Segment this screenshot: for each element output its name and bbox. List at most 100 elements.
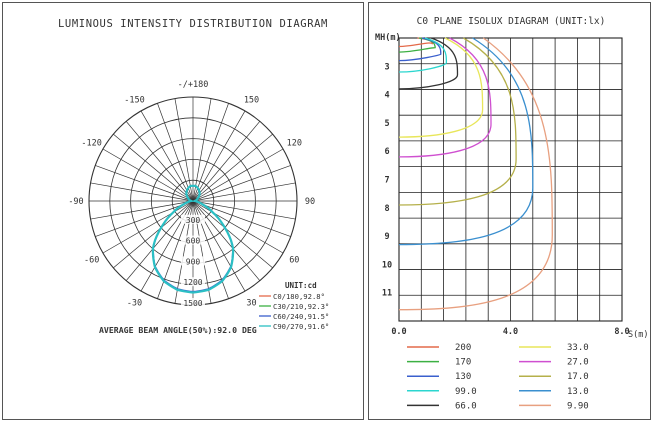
polar-legend-label: C30/210,92.3° (273, 302, 329, 311)
polar-unit-label: UNIT:cd (285, 281, 317, 290)
polar-spoke (113, 133, 194, 202)
isolux-curve (398, 37, 553, 311)
polar-spoke (192, 121, 261, 202)
isolux-legend-label: 99.0 (455, 387, 477, 397)
isolux-x-ticks: 0.0 4.0 8.0 (391, 327, 629, 337)
polar-radial-label: 300 (186, 216, 201, 225)
polar-curves (151, 184, 235, 294)
polar-panel: LUMINOUS INTENSITY DISTRIBUTION DIAGRAM … (2, 2, 364, 420)
radial-label-bg (181, 298, 205, 307)
isolux-legend-label: 66.0 (455, 401, 477, 411)
polar-spoke (125, 200, 194, 281)
isolux-grid (398, 37, 623, 322)
isolux-y-tick: 8 (384, 204, 389, 214)
polar-angle-label: 120 (287, 139, 302, 149)
polar-angle-label: -90 (68, 197, 83, 207)
isolux-ylabel: MH(m) (375, 33, 401, 43)
polar-angle-label: 30 (246, 298, 256, 308)
polar-angle-label: -30 (127, 298, 142, 308)
isolux-legend-label: 27.0 (567, 358, 589, 368)
polar-spoke (102, 148, 194, 202)
polar-angle-label: 60 (289, 256, 299, 266)
polar-title: LUMINOUS INTENSITY DISTRIBUTION DIAGRAM (58, 18, 328, 30)
isolux-xlabel: S(m) (628, 330, 648, 340)
isolux-legend-label: 17.0 (567, 372, 589, 382)
polar-spoke (192, 200, 261, 281)
polar-angle-label: -60 (84, 256, 99, 266)
polar-radial-label: 600 (186, 237, 201, 246)
polar-spoke (90, 182, 194, 202)
isolux-curve (398, 37, 517, 206)
polar-radial-label: 900 (186, 257, 201, 266)
isolux-curve (398, 37, 534, 246)
isolux-y-tick: 7 (384, 176, 389, 186)
polar-spoke (192, 200, 284, 254)
radial-label-bg (181, 235, 205, 245)
polar-curve (151, 184, 235, 294)
isolux-legend-label: 170 (455, 358, 471, 368)
polar-spoke (157, 103, 194, 202)
isolux-legend-label: 13.0 (567, 387, 589, 397)
polar-angle-label: -/+180 (178, 80, 209, 90)
polar-spoke (192, 200, 296, 220)
polar-spoke (90, 200, 194, 220)
polar-angle-label: -150 (124, 96, 144, 106)
polar-angle-labels: -/+180 150 -150 120 -120 90 -90 60 -60 30 -30 (68, 80, 315, 308)
polar-spoke (192, 165, 291, 202)
polar-spoke (192, 148, 284, 202)
isolux-legend: 200 170 130 99.0 66.0 33.0 27.0 17.0 13.0 9.90 (407, 343, 589, 411)
polar-spoke (192, 98, 212, 202)
isolux-curve (398, 37, 484, 138)
isolux-frame (398, 37, 623, 322)
isolux-curves (398, 37, 553, 311)
isolux-legend-label: 9.90 (567, 401, 589, 411)
isolux-chart: C0 PLANE ISOLUX DIAGRAM (UNIT:lx) MH(m) … (375, 16, 648, 411)
polar-spoke (192, 110, 246, 202)
isolux-y-tick: 9 (384, 232, 389, 242)
polar-spoke (192, 133, 273, 202)
polar-angle-label: 90 (305, 197, 315, 207)
isolux-curve (398, 37, 459, 90)
radial-label-bg (181, 277, 205, 287)
radial-label-bg (181, 214, 205, 224)
isolux-panel: C0 PLANE ISOLUX DIAGRAM (UNIT:lx) MH(m) … (368, 2, 651, 420)
polar-spoke (192, 103, 229, 202)
isolux-legend-label: 33.0 (567, 343, 589, 353)
polar-spoke (125, 121, 194, 202)
isolux-curve (398, 37, 442, 62)
polar-spoke (95, 200, 194, 237)
isolux-x-tick: 8.0 (614, 327, 629, 337)
polar-legend-label: C0/180,92.8° (273, 292, 325, 301)
polar-spoke (102, 200, 194, 254)
isolux-curve (398, 37, 492, 158)
polar-legend-label: C60/240,91.5° (273, 312, 329, 321)
polar-angle-label: -120 (81, 139, 101, 149)
polar-chart: LUMINOUS INTENSITY DISTRIBUTION DIAGRAM … (58, 18, 329, 335)
polar-radial-label: 1200 (183, 278, 202, 287)
polar-legend: C0/180,92.8°C30/210,92.3°C60/240,91.5°C9… (259, 292, 329, 331)
isolux-y-tick: 10 (382, 260, 392, 270)
isolux-y-ticks: 3 4 5 6 7 8 9 10 11 (382, 62, 392, 298)
polar-radial-label: 1500 (183, 299, 202, 308)
isolux-y-tick: 3 (384, 62, 389, 72)
polar-spoke (174, 98, 194, 202)
polar-spoke (95, 165, 194, 202)
polar-angle-label: 150 (244, 96, 259, 106)
isolux-x-tick: 0.0 (391, 327, 406, 337)
polar-footer: AVERAGE BEAM ANGLE(50%):92.0 DEG (99, 325, 257, 335)
isolux-legend-label: 130 (455, 372, 471, 382)
isolux-y-tick: 5 (384, 119, 389, 129)
isolux-y-tick: 4 (384, 91, 389, 101)
isolux-x-tick: 4.0 (503, 327, 518, 337)
isolux-curve (398, 37, 448, 73)
polar-legend-label: C90/270,91.6° (273, 322, 329, 331)
isolux-legend-label: 200 (455, 343, 471, 353)
polar-radial-labels: 300 600 900 1200 1500 (181, 214, 205, 308)
isolux-y-tick: 6 (384, 147, 389, 157)
polar-spoke (192, 200, 273, 269)
polar-spoke (192, 182, 296, 202)
polar-spoke (113, 200, 194, 269)
isolux-y-tick: 11 (382, 289, 392, 299)
isolux-title: C0 PLANE ISOLUX DIAGRAM (UNIT:lx) (417, 16, 606, 27)
polar-spoke (192, 200, 291, 237)
